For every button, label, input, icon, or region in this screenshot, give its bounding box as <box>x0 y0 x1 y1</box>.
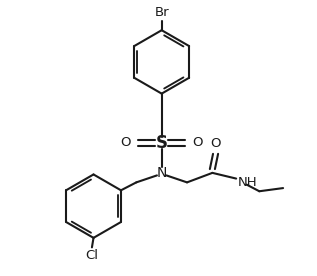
Text: Br: Br <box>154 6 169 19</box>
Text: N: N <box>157 166 167 180</box>
Text: Cl: Cl <box>85 249 99 262</box>
Text: S: S <box>156 134 168 152</box>
Text: O: O <box>210 137 221 150</box>
Text: NH: NH <box>238 176 257 189</box>
Text: O: O <box>193 136 203 149</box>
Text: O: O <box>120 136 131 149</box>
